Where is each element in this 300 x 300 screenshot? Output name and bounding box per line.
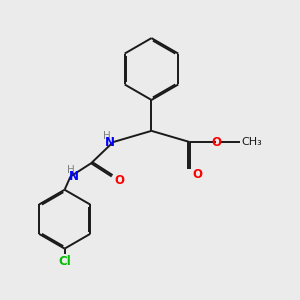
Text: N: N [105, 136, 115, 148]
Text: H: H [67, 165, 75, 175]
Text: O: O [211, 136, 221, 148]
Text: O: O [114, 173, 124, 187]
Text: O: O [192, 168, 202, 181]
Text: CH₃: CH₃ [242, 137, 262, 147]
Text: H: H [103, 131, 111, 141]
Text: Cl: Cl [58, 255, 71, 268]
Text: N: N [69, 170, 79, 183]
